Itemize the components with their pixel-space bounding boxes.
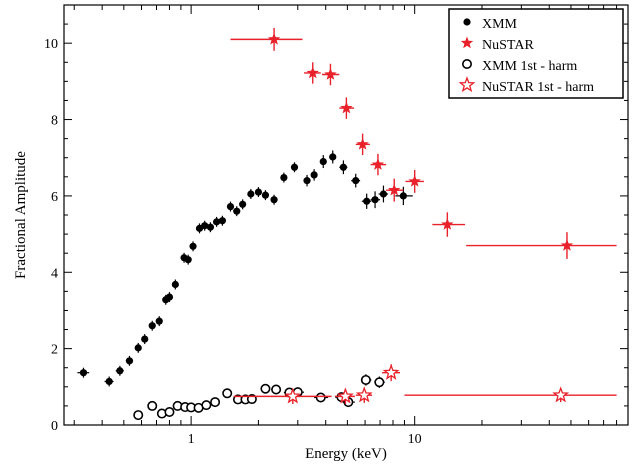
data-point (379, 190, 388, 198)
legend-marker-2 (461, 58, 472, 69)
y-axis-label: Fractional Amplitude (13, 151, 29, 279)
data-point (290, 163, 299, 171)
data-point (284, 387, 302, 404)
data-point (148, 322, 156, 330)
legend: XMM NuSTAR XMM 1st - harm NuSTAR 1st - h… (448, 8, 624, 99)
y-tick-label: 0 (51, 419, 58, 434)
data-point (374, 377, 385, 388)
y-tick-label: 4 (51, 266, 58, 281)
data-point (315, 392, 326, 403)
data-point (382, 363, 400, 380)
data-point (552, 386, 570, 403)
y-tick-label: 6 (51, 190, 58, 205)
data-point (247, 190, 255, 198)
data-point (408, 174, 421, 187)
data-point (339, 163, 348, 171)
data-point (226, 203, 235, 211)
data-point (324, 67, 337, 80)
series-3 (233, 363, 617, 404)
data-point (147, 400, 158, 411)
data-point (218, 217, 226, 225)
data-point (254, 188, 263, 196)
data-point (125, 357, 134, 365)
data-point (270, 196, 278, 204)
data-point (105, 377, 113, 386)
legend-box (448, 8, 624, 99)
data-point (271, 384, 282, 395)
data-point (171, 280, 179, 289)
data-point (164, 407, 175, 418)
data-point (233, 207, 241, 215)
data-point (371, 158, 385, 170)
data-point (206, 223, 215, 231)
data-point (319, 157, 327, 166)
data-point (356, 137, 369, 150)
data-point (399, 192, 407, 200)
data-point (336, 387, 354, 404)
data-point (260, 383, 271, 394)
series-2 (133, 374, 385, 421)
data-point (352, 177, 360, 185)
data-point (340, 101, 353, 114)
x-tick-label: 1 (188, 432, 195, 447)
data-point (329, 153, 337, 161)
data-point (210, 397, 221, 408)
data-point (267, 32, 281, 45)
data-point (201, 222, 209, 230)
legend-marker-0 (463, 18, 471, 26)
legend-marker-1 (460, 36, 474, 49)
data-point (116, 367, 124, 375)
data-point (134, 344, 142, 352)
tick-layer: 0 2 4 6 8 10 1 10 (44, 4, 629, 447)
legend-label-xmm-harm: XMM 1st - harm (482, 59, 577, 74)
data-point (222, 388, 233, 399)
data-point (189, 242, 197, 250)
series-0 (77, 150, 413, 387)
legend-label-nustar: NuSTAR (482, 38, 534, 53)
data-point (306, 66, 319, 79)
data-point (155, 317, 163, 325)
plot-frame (63, 4, 629, 426)
data-point (371, 196, 379, 204)
x-tick-label: 10 (408, 432, 422, 447)
legend-label-xmm: XMM (482, 17, 518, 32)
y-tick-label: 10 (44, 37, 58, 52)
data-layer (77, 27, 617, 421)
data-point (133, 410, 144, 421)
y-tick-label: 2 (51, 343, 58, 358)
data-point (201, 400, 212, 411)
data-point (261, 191, 270, 199)
y-tick-label: 8 (51, 114, 58, 129)
data-point (360, 374, 371, 385)
data-point (310, 171, 318, 179)
x-axis-label: Energy (keV) (305, 446, 387, 462)
data-point (239, 200, 247, 208)
data-point (212, 218, 221, 226)
data-point (184, 256, 192, 264)
data-point (355, 386, 373, 403)
legend-label-nustar-harm: NuSTAR 1st - harm (482, 80, 594, 95)
data-point (141, 335, 149, 343)
data-point (388, 183, 401, 196)
legend-markers (458, 18, 476, 93)
data-point (79, 369, 88, 377)
data-point (303, 177, 311, 185)
legend-marker-3 (458, 76, 476, 93)
data-point (165, 293, 174, 301)
data-point (441, 218, 454, 230)
series-1 (230, 27, 617, 259)
data-point (363, 197, 371, 205)
data-point (560, 239, 574, 251)
data-point (280, 173, 288, 182)
